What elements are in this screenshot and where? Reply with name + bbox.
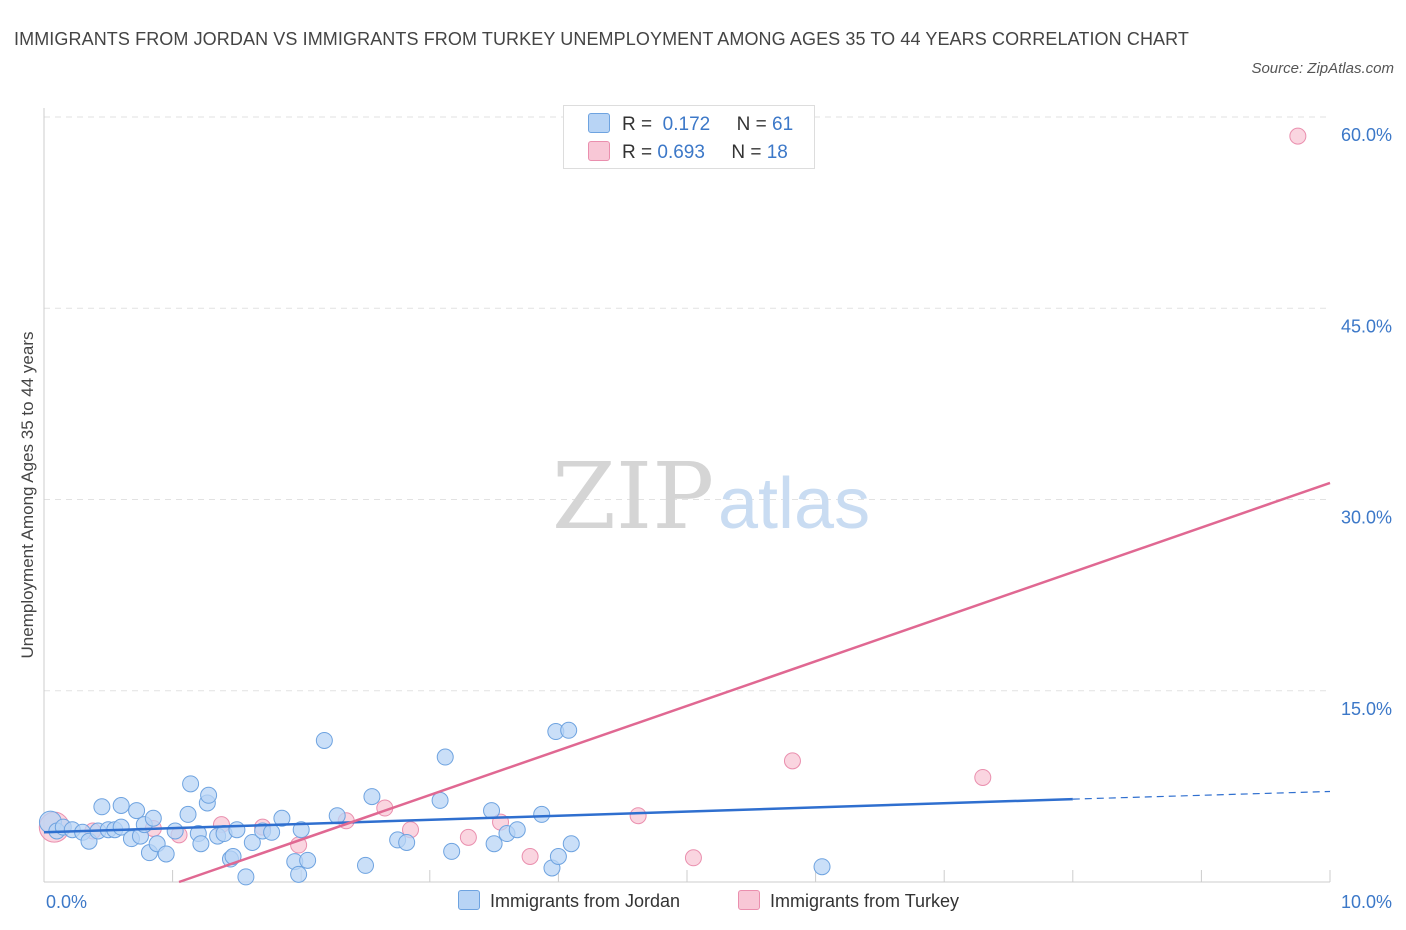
jordan-legend-label: Immigrants from Jordan (490, 891, 681, 911)
turkey-point (1289, 127, 1307, 145)
jordan-point (560, 721, 578, 739)
watermark-zip: ZIP (552, 443, 714, 550)
jordan-point (299, 851, 317, 869)
turkey-r-value: 0.693 (657, 142, 705, 163)
jordan-point (436, 748, 454, 766)
jordan-point (315, 731, 333, 749)
jordan-r-value: 0.172 (662, 114, 711, 135)
legend-row-jordan: R = 0.172 N = 61 (588, 113, 793, 137)
jordan-swatch (588, 113, 610, 133)
jordan-point (357, 856, 374, 874)
jordan-point (485, 835, 503, 853)
chart-title: IMMIGRANTS FROM JORDAN VS IMMIGRANTS FRO… (14, 29, 1190, 49)
jordan-point (363, 788, 381, 806)
jordan-trend-extension (1072, 790, 1331, 800)
watermark: ZIP atlas (552, 443, 870, 550)
jordan-point (237, 868, 255, 886)
jordan-point (273, 809, 291, 827)
y-tick-label: 30.0% (1341, 508, 1392, 528)
turkey-trend-line (178, 481, 1331, 884)
jordan-point (93, 798, 111, 816)
y-tick-label: 45.0% (1341, 316, 1392, 336)
jordan-point (166, 822, 184, 840)
turkey-point (684, 849, 702, 867)
turkey-legend-swatch (738, 890, 760, 910)
jordan-point (112, 797, 130, 814)
jordan-point (112, 818, 130, 836)
jordan-point (263, 823, 281, 841)
source-label: Source: ZipAtlas.com (1251, 60, 1394, 77)
y-tick-label: 60.0% (1341, 125, 1392, 145)
jordan-n-label: N = (736, 114, 767, 135)
jordan-point (128, 802, 146, 820)
turkey-point (629, 807, 647, 825)
watermark-atlas: atlas (718, 464, 870, 544)
jordan-point (144, 809, 162, 827)
turkey-swatch (588, 141, 610, 161)
jordan-point (398, 833, 416, 851)
jordan-point (192, 835, 210, 853)
turkey-point (521, 848, 539, 865)
jordan-point (200, 786, 218, 804)
jordan-point (533, 805, 551, 823)
jordan-r-label: R = (622, 114, 653, 135)
jordan-points (38, 721, 831, 886)
legend-item-jordan[interactable]: Immigrants from Jordan (458, 890, 680, 912)
stats-legend: R = 0.172 N = 61 R = 0.693 N = 18 (563, 105, 815, 169)
jordan-n-value: 61 (772, 114, 794, 135)
trend-lines (43, 481, 1331, 884)
turkey-legend-label: Immigrants from Turkey (770, 891, 960, 911)
jordan-point (228, 821, 246, 839)
jordan-point (813, 858, 831, 876)
jordan-point (182, 775, 200, 793)
turkey-point (459, 828, 477, 846)
turkey-n-label: N = (731, 142, 762, 163)
jordan-point (179, 805, 197, 823)
turkey-n-value: 18 (766, 142, 788, 163)
jordan-point (292, 821, 310, 839)
x-tick-label: 0.0% (46, 892, 87, 912)
tick-labels: 15.0% 30.0% 45.0% 60.0% 0.0% 10.0% (46, 125, 1392, 912)
jordan-point (508, 821, 526, 839)
x-tick-label: 10.0% (1341, 892, 1392, 912)
jordan-point (243, 833, 261, 851)
jordan-point (562, 835, 580, 853)
jordan-point (328, 807, 346, 825)
jordan-point (157, 845, 175, 863)
jordan-legend-swatch (458, 890, 480, 910)
turkey-point (783, 752, 801, 770)
jordan-point (443, 842, 461, 860)
jordan-point (290, 865, 308, 883)
turkey-r-label: R = (622, 142, 653, 163)
jordan-point (483, 802, 501, 820)
legend-item-turkey[interactable]: Immigrants from Turkey (738, 890, 959, 912)
grid-lines (44, 116, 1330, 692)
legend-row-turkey: R = 0.693 N = 18 (588, 141, 788, 165)
y-tick-label: 15.0% (1341, 699, 1392, 719)
jordan-point (431, 791, 449, 809)
turkey-point (974, 768, 992, 786)
jordan-trend-line (43, 797, 1073, 834)
jordan-point (549, 848, 567, 865)
